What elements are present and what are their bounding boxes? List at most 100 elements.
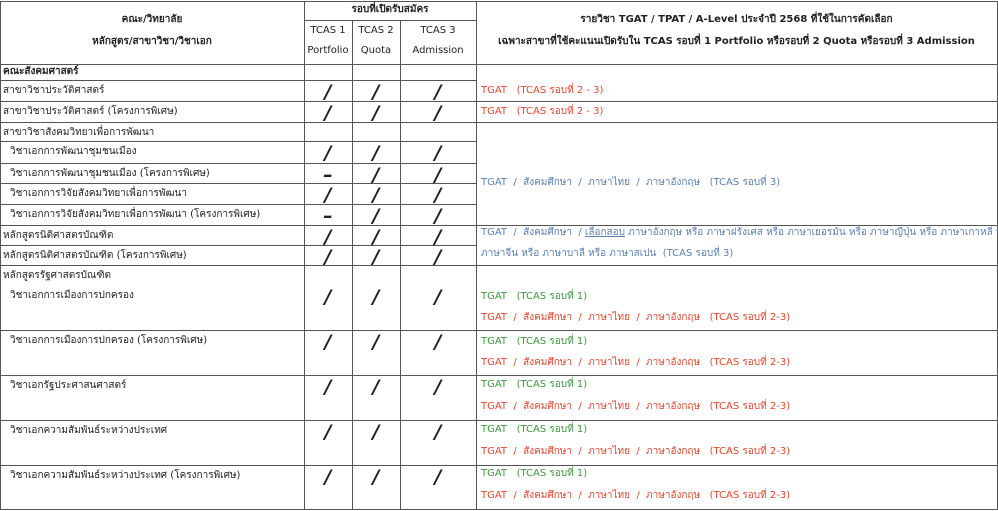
cell-border [0, 183, 476, 184]
round-mark: / [324, 142, 332, 164]
program-label: วิชาเอกการวิจัยสังคมวิทยาเพื่อการพัฒนา [10, 188, 187, 199]
cell-border [0, 465, 476, 466]
round-mark: / [434, 286, 442, 308]
program-label: วิชาเอกความสัมพันธ์ระหว่างประเทศ [10, 425, 168, 436]
program-label: หลักสูตรนิติศาสตรบัณฑิต [3, 230, 114, 241]
round-mark: / [324, 286, 332, 308]
note-text: TGAT / สังคมศึกษา / ภาษาไทย / ภาษาอังกฤษ… [481, 357, 791, 368]
program-label: สาขาวิชาประวัติศาสตร์ (โครงการพิเศษ) [3, 106, 178, 117]
round-mark: / [324, 246, 332, 268]
round-mark: / [324, 81, 332, 103]
cell-border [0, 225, 476, 226]
round-mark: / [434, 466, 442, 488]
round-name: TCAS 2 [358, 25, 394, 36]
note-line: TGAT / สังคมศึกษา / ภาษาไทย / ภาษาอังกฤษ… [481, 176, 780, 190]
round-mark: / [324, 421, 332, 443]
cell-border [476, 465, 998, 466]
cell-border [0, 141, 476, 142]
cell-border [0, 1, 1, 510]
round-mark: / [324, 376, 332, 398]
cell-border [476, 420, 998, 421]
round-type: Quota [360, 45, 392, 56]
note-text: TGAT (TCAS รอบที่ 2 - 3) [481, 85, 604, 96]
program-label: วิชาเอกการพัฒนาชุมชนเมือง [10, 146, 137, 157]
note-line: TGAT / สังคมศึกษา / ภาษาไทย / ภาษาอังกฤษ… [481, 445, 790, 459]
cell-border [476, 122, 998, 123]
round-mark: / [324, 466, 332, 488]
round-mark: / [434, 331, 442, 353]
round-mark: / [324, 184, 332, 206]
note-text: TGAT (TCAS รอบที่ 1) [481, 291, 588, 302]
program-label: วิชาเอกการวิจัยสังคมวิทยาเพื่อการพัฒนา (… [10, 209, 261, 220]
cell-border [0, 265, 476, 266]
round-mark: / [434, 164, 442, 186]
note-line: TGAT / สังคมศึกษา / ภาษาไทย / ภาษาอังกฤษ… [481, 400, 790, 414]
program-label: วิชาเอกการเมืองการปกครอง (โครงการพิเศษ) [10, 335, 208, 346]
round-mark: / [324, 331, 332, 353]
round-mark: / [372, 184, 380, 206]
note-line: TGAT (TCAS รอบที่ 1) [481, 290, 587, 304]
note-text: TGAT / สังคมศึกษา / [481, 227, 585, 238]
program-label: หลักสูตรนิติศาสตรบัณฑิต (โครงการพิเศษ) [3, 250, 187, 261]
program-label: วิชาเอกการพัฒนาชุมชนเมือง (โครงการพิเศษ) [10, 168, 210, 179]
note-line: TGAT (TCAS รอบที่ 1) [481, 335, 587, 349]
round-mark: / [434, 246, 442, 268]
cell-border [0, 64, 998, 65]
cell-border [0, 330, 476, 331]
note-text: เลือกสอบ [584, 227, 625, 238]
note-line: TGAT / สังคมศึกษา / ภาษาไทย / ภาษาอังกฤษ… [481, 356, 790, 370]
cell-border [0, 101, 476, 102]
note-line: TGAT (TCAS รอบที่ 1) [481, 378, 587, 392]
cell-border [476, 225, 998, 226]
cell-border [476, 1, 477, 510]
header-text: รอบที่เปิดรับสมัคร [351, 4, 429, 15]
round-mark: / [372, 164, 380, 186]
program-label: หลักสูตรรัฐศาสตรบัณฑิต [3, 270, 111, 281]
round-mark: / [372, 142, 380, 164]
note-line: TGAT / สังคมศึกษา / เลือกสอบ ภาษาอังกฤษ … [481, 226, 998, 240]
cell-border [0, 509, 998, 510]
round-mark: / [372, 226, 380, 248]
note-line: TGAT (TCAS รอบที่ 2 - 3) [481, 105, 603, 119]
program-label: วิชาเอกการเมืองการปกครอง [10, 290, 134, 301]
cell-border [304, 1, 305, 510]
note-line: TGAT (TCAS รอบที่ 1) [481, 467, 587, 481]
round-mark: / [372, 286, 380, 308]
round-mark: / [372, 376, 380, 398]
note-text: TGAT / สังคมศึกษา / ภาษาไทย / ภาษาอังกฤษ… [481, 401, 791, 412]
round-name: TCAS 3 [420, 25, 456, 36]
program-label: สาขาวิชาสังคมวิทยาเพื่อการพัฒนา [3, 127, 155, 138]
header-text: รายวิชา TGAT / TPAT / A-Level ประจำปี 25… [580, 14, 893, 25]
round-mark: / [324, 226, 332, 248]
cell-border [0, 80, 476, 81]
cell-border [0, 1, 998, 2]
round-mark: / [434, 184, 442, 206]
round-mark: / [372, 205, 380, 227]
cell-border [0, 420, 476, 421]
note-text: TGAT / สังคมศึกษา / ภาษาไทย / ภาษาอังกฤษ… [481, 312, 791, 323]
round-mark: / [434, 226, 442, 248]
cell-border [0, 245, 476, 246]
cell-border [304, 20, 476, 21]
cell-border [0, 204, 476, 205]
header-text: เฉพาะสาขาที่ใช้คะแนนเปิดรับใน TCAS รอบที… [498, 36, 975, 47]
note-text: TGAT (TCAS รอบที่ 2 - 3) [481, 106, 604, 117]
program-label: วิชาเอกรัฐประศาสนศาสตร์ [10, 380, 127, 391]
round-mark: – [323, 164, 333, 186]
program-label: สาขาวิชาประวัติศาสตร์ [3, 85, 105, 96]
round-mark: – [323, 205, 333, 227]
header-text: หลักสูตร/สาขาวิชา/วิชาเอก [92, 36, 212, 47]
note-line: TGAT (TCAS รอบที่ 1) [481, 423, 587, 437]
cell-border [0, 375, 476, 376]
note-line: TGAT (TCAS รอบที่ 2 - 3) [481, 84, 603, 98]
round-mark: / [324, 102, 332, 124]
note-line: TGAT / สังคมศึกษา / ภาษาไทย / ภาษาอังกฤษ… [481, 489, 790, 503]
round-mark: / [434, 376, 442, 398]
round-mark: / [372, 331, 380, 353]
cell-border [476, 375, 998, 376]
program-label: วิชาเอกความสัมพันธ์ระหว่างประเทศ (โครงกา… [10, 470, 241, 481]
note-text: ภาษาจีน หรือ ภาษาบาลี หรือ ภาษาสเปน (TCA… [481, 248, 734, 259]
note-line: TGAT / สังคมศึกษา / ภาษาไทย / ภาษาอังกฤษ… [481, 311, 790, 325]
cell-border [0, 163, 476, 164]
